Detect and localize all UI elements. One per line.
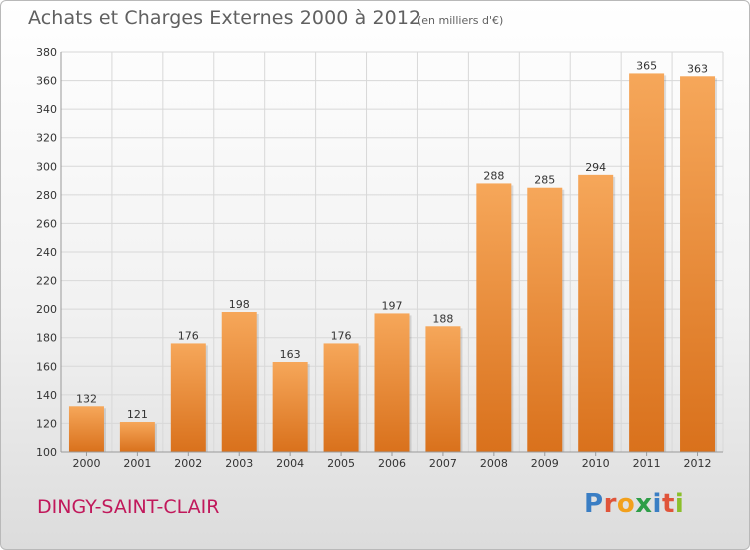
x-tick-label: 2005 xyxy=(327,457,355,470)
bar xyxy=(680,76,716,453)
data-label: 294 xyxy=(585,161,606,174)
logo-letter: r xyxy=(603,489,617,519)
logo-letter: x xyxy=(635,489,653,519)
y-tick-label: 360 xyxy=(36,75,57,88)
logo-letter: i xyxy=(652,489,662,519)
data-label: 163 xyxy=(280,348,301,361)
y-tick-label: 320 xyxy=(36,132,57,145)
data-label: 132 xyxy=(76,392,97,405)
y-tick-label: 160 xyxy=(36,360,57,373)
bar xyxy=(629,73,665,452)
x-tick-label: 2008 xyxy=(480,457,508,470)
x-tick-label: 2012 xyxy=(684,457,712,470)
bar xyxy=(323,343,359,452)
chart-subtitle: (en milliers d'€) xyxy=(417,14,504,27)
x-tick-label: 2000 xyxy=(72,457,100,470)
x-tick-label: 2010 xyxy=(582,457,610,470)
data-label: 197 xyxy=(382,299,403,312)
data-label: 365 xyxy=(636,59,657,72)
y-tick-label: 280 xyxy=(36,189,57,202)
bars: 132 121 176 198 163 176 197 188 288 285 294 365 363 xyxy=(68,59,718,453)
place-name: DINGY-SAINT-CLAIR xyxy=(37,496,220,518)
x-tick-label: 2002 xyxy=(174,457,202,470)
data-label: 176 xyxy=(178,329,199,342)
bar xyxy=(476,183,512,452)
x-tick-label: 2006 xyxy=(378,457,406,470)
x-tick-label: 2001 xyxy=(123,457,151,470)
y-tick-label: 300 xyxy=(36,160,57,173)
y-tick-label: 140 xyxy=(36,389,57,402)
proxiti-logo[interactable]: Proxiti xyxy=(584,489,684,519)
y-tick-label: 260 xyxy=(36,217,57,230)
data-label: 285 xyxy=(534,174,555,187)
bar xyxy=(68,406,104,452)
bar xyxy=(578,174,614,452)
chart-title: Achats et Charges Externes 2000 à 2012 xyxy=(28,7,422,29)
bar xyxy=(119,422,155,452)
x-tick-label: 2007 xyxy=(429,457,457,470)
x-tick-label: 2011 xyxy=(633,457,661,470)
logo-letter: o xyxy=(616,489,636,519)
data-label: 176 xyxy=(331,329,352,342)
bar xyxy=(272,362,308,452)
x-tick-label: 2003 xyxy=(225,457,253,470)
data-label: 188 xyxy=(432,312,453,325)
bar xyxy=(374,313,410,452)
bar xyxy=(170,343,206,452)
bar xyxy=(425,326,461,452)
data-label: 363 xyxy=(687,62,708,75)
y-tick-label: 120 xyxy=(36,417,57,430)
x-tick-label: 2009 xyxy=(531,457,559,470)
y-tick-label: 240 xyxy=(36,246,57,259)
y-tick-label: 200 xyxy=(36,303,57,316)
y-tick-label: 220 xyxy=(36,275,57,288)
y-tick-label: 380 xyxy=(36,46,57,59)
data-label: 198 xyxy=(229,298,250,311)
y-tick-label: 180 xyxy=(36,332,57,345)
data-label: 288 xyxy=(483,169,504,182)
logo-letter: P xyxy=(584,489,604,519)
y-tick-label: 340 xyxy=(36,103,57,116)
logo-letter: t xyxy=(661,489,675,519)
bar xyxy=(527,187,563,452)
y-tick-label: 100 xyxy=(36,446,57,459)
bar xyxy=(221,312,257,452)
axes: 100 120 140 160 180 200 220 240 260 280 300 320 340 3… xyxy=(36,46,723,470)
x-tick-label: 2004 xyxy=(276,457,304,470)
data-label: 121 xyxy=(127,408,148,421)
logo-letter: i xyxy=(674,489,685,519)
